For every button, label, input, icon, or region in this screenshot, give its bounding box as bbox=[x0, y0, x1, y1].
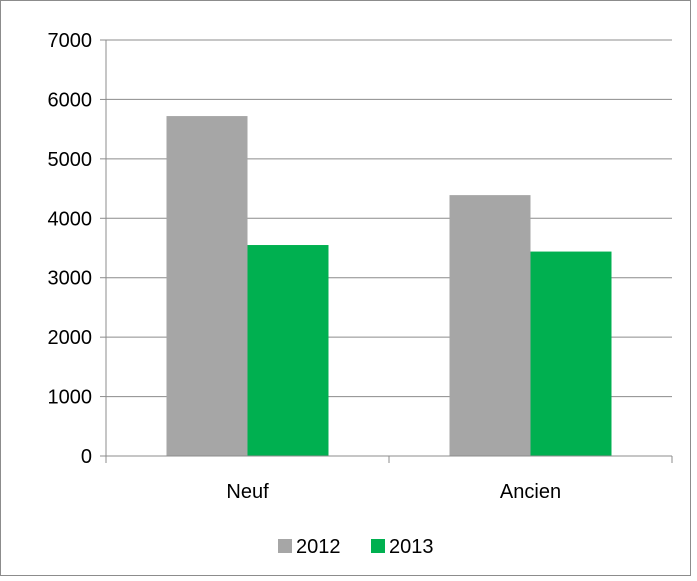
y-tick-label: 1000 bbox=[48, 387, 93, 409]
y-tick-label: 3000 bbox=[48, 268, 93, 290]
y-tick-label: 6000 bbox=[48, 89, 93, 111]
legend: 2012 2013 bbox=[278, 536, 434, 558]
legend-swatch-2013 bbox=[371, 539, 385, 553]
x-axis: Neuf Ancien bbox=[105, 455, 673, 503]
legend-label-2012: 2012 bbox=[296, 536, 341, 558]
x-tick-label: Neuf bbox=[226, 481, 269, 503]
y-axis: 0 1000 2000 3000 4000 5000 6000 7000 bbox=[48, 30, 107, 468]
bars bbox=[166, 116, 612, 456]
y-tick-label: 5000 bbox=[48, 149, 93, 171]
y-tick-label: 4000 bbox=[48, 208, 93, 230]
legend-swatch-2012 bbox=[278, 539, 292, 553]
x-tick-label: Ancien bbox=[500, 481, 561, 503]
bar-2012-neuf bbox=[166, 116, 248, 456]
y-tick-label: 0 bbox=[81, 446, 92, 468]
bar-2013-ancien bbox=[530, 251, 612, 456]
y-tick-label: 7000 bbox=[48, 30, 93, 52]
legend-label-2013: 2013 bbox=[389, 536, 434, 558]
bar-2013-neuf bbox=[247, 245, 329, 456]
bar-2012-ancien bbox=[449, 195, 531, 456]
y-tick-label: 2000 bbox=[48, 327, 93, 349]
